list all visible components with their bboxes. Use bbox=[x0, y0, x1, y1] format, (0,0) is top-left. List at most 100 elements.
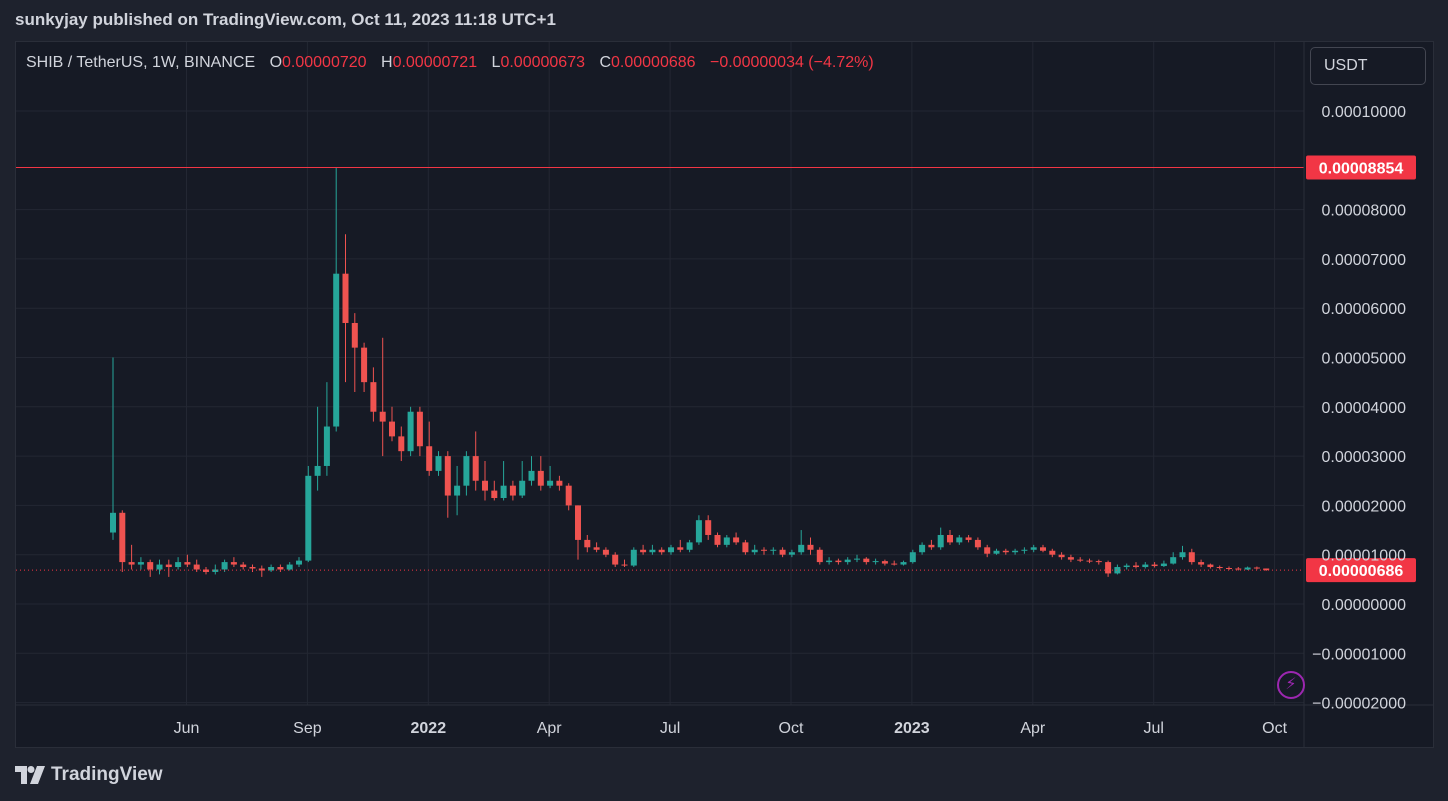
x-tick-label: Apr bbox=[1020, 720, 1046, 737]
candle-body bbox=[1040, 547, 1046, 551]
y-tick-label: 0.00000000 bbox=[1321, 597, 1406, 614]
candle-body bbox=[900, 562, 907, 565]
candle-body bbox=[593, 547, 600, 550]
high-value: 0.00000721 bbox=[392, 54, 478, 71]
candle-body bbox=[389, 421, 395, 437]
candle-body bbox=[435, 456, 442, 471]
lightning-icon[interactable]: ⚡ bbox=[1277, 671, 1305, 699]
candle-body bbox=[714, 534, 721, 545]
candle bbox=[714, 532, 721, 548]
candle bbox=[761, 547, 767, 555]
candle bbox=[361, 342, 368, 393]
candle bbox=[974, 537, 981, 550]
candle-body bbox=[1188, 552, 1195, 563]
candle-body bbox=[733, 537, 740, 543]
candle-body bbox=[268, 567, 275, 571]
footer-brand[interactable]: TradingView bbox=[15, 764, 163, 786]
candle bbox=[584, 534, 591, 553]
candle bbox=[640, 544, 647, 555]
y-tick-label: 0.00007000 bbox=[1321, 252, 1406, 269]
candle bbox=[733, 532, 740, 545]
candle bbox=[454, 465, 461, 516]
candle bbox=[937, 527, 944, 550]
open-label: O bbox=[269, 54, 283, 71]
y-tick-label: 0.00005000 bbox=[1321, 351, 1406, 368]
candle-body bbox=[1067, 557, 1074, 560]
candle bbox=[826, 557, 833, 565]
candle-body bbox=[1226, 568, 1232, 570]
high-label: H bbox=[381, 54, 393, 71]
candle-body bbox=[770, 549, 777, 551]
candle bbox=[537, 456, 544, 491]
candle-body bbox=[342, 273, 349, 323]
candles bbox=[110, 167, 1270, 577]
candle bbox=[900, 560, 907, 566]
candle bbox=[993, 548, 1000, 555]
candle bbox=[426, 421, 433, 476]
candle-body bbox=[537, 470, 544, 486]
candle-body bbox=[649, 549, 656, 553]
candle bbox=[509, 480, 516, 501]
symbol-legend: SHIB / TetherUS, 1W, BINANCE O0.00000720… bbox=[26, 54, 874, 72]
candle-body bbox=[1170, 557, 1177, 564]
candle bbox=[519, 461, 526, 499]
candle bbox=[137, 557, 144, 570]
currency-selector[interactable]: USDT bbox=[1310, 47, 1426, 85]
candle bbox=[919, 542, 926, 555]
candle-body bbox=[742, 542, 749, 553]
candle bbox=[835, 558, 842, 565]
published-header: sunkyjay published on TradingView.com, O… bbox=[15, 10, 556, 29]
x-tick-label: Sep bbox=[293, 720, 322, 737]
x-tick-label: Jun bbox=[174, 720, 200, 737]
candle-body bbox=[835, 560, 842, 563]
candle bbox=[1226, 566, 1232, 570]
candle-body bbox=[193, 564, 200, 570]
candle bbox=[1253, 566, 1260, 570]
candle bbox=[1002, 548, 1009, 555]
candle-body bbox=[928, 544, 935, 548]
candle-body bbox=[165, 564, 172, 568]
candle-body bbox=[175, 562, 182, 568]
candle-body bbox=[1095, 561, 1102, 563]
candle-body bbox=[1207, 564, 1214, 568]
candle bbox=[370, 367, 377, 422]
candle-body bbox=[416, 411, 423, 447]
price-label-bg bbox=[1306, 155, 1416, 180]
candle-body bbox=[891, 563, 898, 565]
candle-body bbox=[816, 549, 823, 563]
grid bbox=[16, 42, 1304, 705]
candle bbox=[1049, 548, 1056, 558]
symbol-name[interactable]: SHIB / TetherUS, 1W, BINANCE bbox=[26, 54, 256, 71]
candle bbox=[816, 547, 823, 565]
candle bbox=[1198, 559, 1205, 568]
candle bbox=[565, 483, 572, 511]
candle-body bbox=[881, 561, 888, 564]
candle-body bbox=[110, 512, 116, 533]
candle bbox=[314, 406, 321, 491]
y-tick-label: 0.00008000 bbox=[1321, 203, 1406, 220]
candle bbox=[110, 357, 116, 540]
candle-body bbox=[677, 547, 684, 550]
candle-body bbox=[147, 562, 154, 570]
candle bbox=[296, 557, 302, 568]
candle-body bbox=[1105, 562, 1112, 574]
candle bbox=[984, 544, 991, 558]
candle-body bbox=[1086, 560, 1093, 562]
candle bbox=[1244, 566, 1251, 570]
candle bbox=[1123, 563, 1130, 570]
candle-body bbox=[1216, 567, 1223, 569]
candle-body bbox=[1012, 550, 1019, 553]
y-tick-label: 0.00004000 bbox=[1321, 400, 1406, 417]
price-label: 0.00008854 bbox=[1319, 160, 1404, 177]
candle bbox=[1105, 560, 1112, 577]
candle bbox=[1077, 557, 1084, 563]
candle bbox=[668, 544, 674, 555]
candle-body bbox=[1077, 559, 1084, 561]
candle bbox=[1188, 548, 1195, 565]
candle bbox=[1235, 567, 1242, 571]
candle-body bbox=[547, 480, 554, 486]
candle bbox=[1058, 552, 1065, 560]
candle bbox=[872, 558, 879, 565]
candle bbox=[119, 510, 126, 572]
